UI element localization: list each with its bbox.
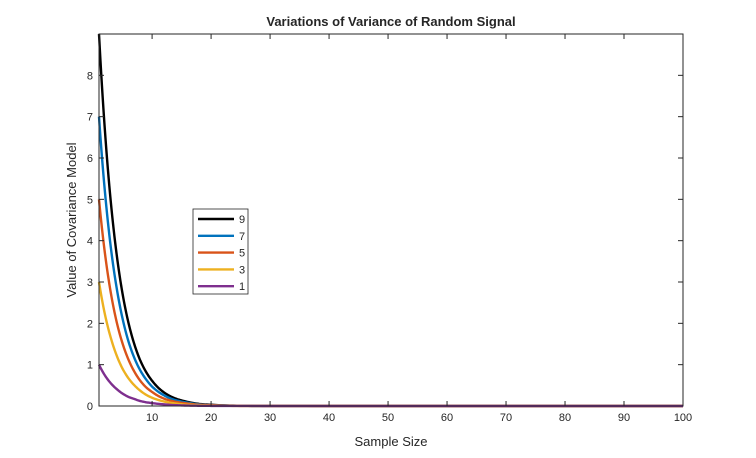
series-line-1 xyxy=(97,364,683,408)
y-tick-label: 1 xyxy=(87,360,93,372)
y-tick-label: 3 xyxy=(87,277,93,289)
chart-title: Variations of Variance of Random Signal xyxy=(266,14,515,29)
y-tick-label: 2 xyxy=(87,318,93,330)
legend: 9 7 5 3 1 xyxy=(192,208,249,295)
y-tick-label: 7 xyxy=(87,112,93,124)
x-tick-label: 50 xyxy=(382,412,394,424)
series-layer xyxy=(97,33,683,408)
series-line-3 xyxy=(97,281,683,408)
y-tick-label: 4 xyxy=(87,236,93,248)
x-tick-label: 100 xyxy=(674,412,692,424)
y-tick-label: 5 xyxy=(87,194,93,206)
x-tick-label: 30 xyxy=(264,412,276,424)
x-tick-label: 10 xyxy=(146,412,158,424)
legend-label-7: 7 xyxy=(239,231,245,243)
y-tick-label: 8 xyxy=(87,70,93,82)
legend-label-5: 5 xyxy=(239,248,245,260)
legend-label-3: 3 xyxy=(239,264,245,276)
x-tick-label: 90 xyxy=(618,412,630,424)
y-axis-title: Value of Covariance Model xyxy=(64,142,79,297)
ticks-layer: 10 20 30 40 50 60 70 80 90 100 0 1 2 3 4 5 6 7 8 xyxy=(87,34,692,424)
series-line-7 xyxy=(97,116,683,408)
x-tick-label: 20 xyxy=(205,412,217,424)
x-tick-label: 60 xyxy=(441,412,453,424)
series-line-9 xyxy=(97,33,683,408)
legend-label-1: 1 xyxy=(239,281,245,293)
x-tick-label: 40 xyxy=(323,412,335,424)
y-tick-label: 6 xyxy=(87,153,93,165)
x-tick-label: 70 xyxy=(500,412,512,424)
y-tick-label: 0 xyxy=(87,401,93,413)
x-tick-label: 80 xyxy=(559,412,571,424)
x-axis-title: Sample Size xyxy=(355,434,428,449)
plot-area-frame xyxy=(98,33,684,407)
series-line-5 xyxy=(97,199,683,408)
legend-label-9: 9 xyxy=(239,214,245,226)
